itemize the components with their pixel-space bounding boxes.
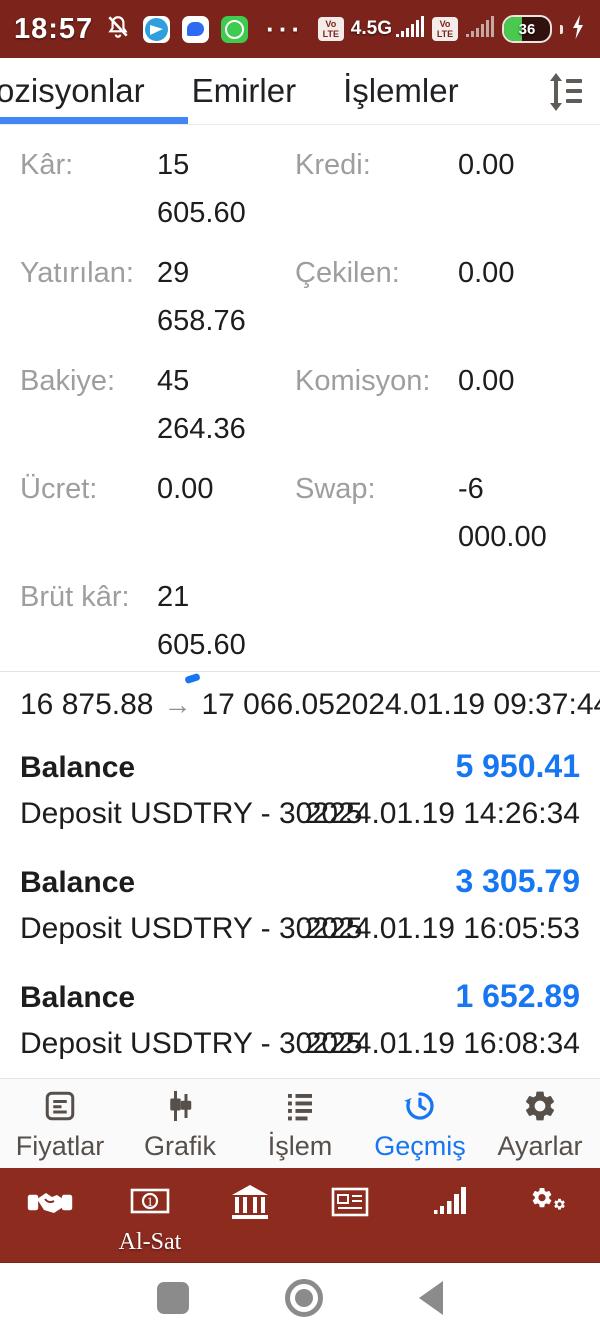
history-clock-icon — [402, 1088, 438, 1129]
status-bar: 18:57 ··· Vo LTE 4.5G Vo LTE 36 — [0, 0, 600, 58]
account-summary-panel: Kâr: 15 605.60 Kredi: 0.00 Yatırılan: 29… — [0, 125, 600, 672]
deposit-detail: Deposit USDTRY - 30225 — [20, 912, 363, 945]
broker-shortcut-bar: 1 Al-Sat — [0, 1168, 600, 1262]
broker-handshake-button[interactable] — [0, 1182, 100, 1227]
row-datetime: 2024.01.19 14:26:34 — [304, 797, 580, 830]
summary-row-balance: Bakiye: 45 264.36 Komisyon: 0.00 — [20, 357, 600, 465]
summary-row-profit: Kâr: 15 605.60 Kredi: 0.00 — [20, 141, 600, 249]
profit-value: 15 605.60 — [157, 149, 246, 229]
top-tab-bar: Pozisyonlar Emirler İşlemler — [0, 58, 600, 125]
gross-profit-value: 21 605.60 — [157, 581, 246, 661]
battery-icon: 36 — [502, 15, 552, 43]
telegram-notification-icon — [143, 15, 171, 43]
sort-icon[interactable] — [542, 71, 584, 111]
bank-icon — [227, 1182, 273, 1227]
balance-value: 45 264.36 — [157, 365, 246, 445]
banknote-icon: 1 — [127, 1182, 173, 1227]
summary-row-fee: Ücret: 0.00 Swap: -6 000.00 — [20, 465, 600, 573]
nav-ayarlar[interactable]: Ayarlar — [480, 1079, 600, 1168]
price-from: 16 875.88 — [20, 688, 154, 721]
balance-title: Balance — [20, 866, 136, 899]
svg-text:1: 1 — [147, 1194, 154, 1209]
volte-badge: Vo LTE — [317, 17, 344, 41]
tab-emirler[interactable]: Emirler — [191, 72, 297, 109]
deposit-detail: Deposit USDTRY - 30225 — [20, 797, 363, 830]
nav-fiyatlar[interactable]: Fiyatlar — [0, 1079, 120, 1168]
charging-bolt-icon — [570, 14, 586, 45]
tab-pozisyonlar[interactable]: Pozisyonlar — [0, 72, 145, 109]
broker-news-button[interactable] — [300, 1182, 400, 1227]
network-speed-label: 4.5G — [350, 18, 392, 39]
handshake-icon — [27, 1182, 73, 1227]
row-datetime: 2024.01.19 09:37:44 — [334, 688, 600, 721]
summary-row-deposit: Yatırılan: 29 658.76 Çekilen: 0.00 — [20, 249, 600, 357]
swap-value: -6 000.00 — [458, 473, 547, 553]
history-item-balance-1[interactable]: Balance 5 950.41 Deposit USDTRY - 30225 … — [20, 743, 580, 837]
al-sat-label: Al-Sat — [118, 1229, 182, 1255]
balance-title: Balance — [20, 751, 136, 784]
row-datetime: 2024.01.19 16:08:34 — [304, 1027, 580, 1060]
history-row-prices[interactable]: 16 875.88 → 17 066.05 2024.01.19 09:37:4… — [20, 672, 600, 722]
signal-bars-chart-icon — [427, 1182, 473, 1227]
quotes-icon — [42, 1088, 78, 1129]
nav-islem[interactable]: Geçmiş İşlem — [240, 1079, 360, 1168]
android-nav-bar — [0, 1262, 600, 1333]
history-list: 16 875.88 → 17 066.05 2024.01.19 09:37:4… — [0, 672, 600, 1078]
whatsapp-notification-icon — [221, 15, 249, 43]
credit-value: 0.00 — [458, 149, 515, 181]
nav-gecmis[interactable]: Geçmiş — [360, 1079, 480, 1168]
active-tab-underline — [0, 117, 188, 124]
clock: 18:57 — [14, 12, 94, 45]
deposited-value: 29 658.76 — [157, 257, 246, 337]
signal-bars-icon-2 — [465, 15, 495, 44]
nav-grafik[interactable]: Grafik — [120, 1079, 240, 1168]
tab-islemler[interactable]: İşlemler — [343, 72, 459, 109]
deposit-detail: Deposit USDTRY - 30225 — [20, 1027, 363, 1060]
gears-icon — [527, 1182, 573, 1227]
balance-amount: 5 950.41 — [455, 748, 580, 784]
withdrawn-value: 0.00 — [458, 257, 515, 289]
back-button[interactable] — [419, 1281, 443, 1315]
messages-notification-icon — [182, 15, 210, 43]
more-notifications-dots: ··· — [266, 13, 305, 44]
balance-amount: 3 305.79 — [455, 863, 580, 899]
fee-value: 0.00 — [157, 473, 214, 505]
home-button[interactable] — [285, 1279, 323, 1317]
history-item-balance-3[interactable]: Balance 1 652.89 Deposit USDTRY - 30225 … — [20, 973, 580, 1067]
price-to: 17 066.05 — [201, 688, 335, 721]
broker-bank-button[interactable] — [200, 1182, 300, 1227]
gear-icon — [522, 1088, 558, 1129]
muted-bell-icon — [105, 14, 131, 45]
history-item-balance-2[interactable]: Balance 3 305.79 Deposit USDTRY - 30225 … — [20, 858, 580, 952]
volte-badge-2: Vo LTE — [432, 17, 458, 41]
candlestick-chart-icon — [162, 1088, 198, 1129]
bottom-nav-bar: Fiyatlar Grafik Geçmiş İşlem Geçmiş Ay — [0, 1078, 600, 1168]
trade-list-icon — [282, 1088, 318, 1129]
recents-button[interactable] — [157, 1282, 189, 1314]
balance-amount: 1 652.89 — [455, 978, 580, 1014]
balance-title: Balance — [20, 981, 136, 1014]
signal-bars-icon-1 — [395, 15, 425, 44]
broker-signals-button[interactable] — [400, 1182, 500, 1227]
battery-cap — [560, 24, 563, 34]
row-datetime: 2024.01.19 16:05:53 — [304, 912, 580, 945]
broker-al-sat-button[interactable]: 1 Al-Sat — [100, 1182, 200, 1256]
summary-row-gross: Brüt kâr: 21 605.60 — [20, 573, 600, 671]
broker-settings-button[interactable] — [500, 1182, 600, 1227]
arrow-right-icon: → — [163, 689, 192, 720]
newspaper-icon — [327, 1182, 373, 1227]
commission-value: 0.00 — [458, 365, 515, 397]
